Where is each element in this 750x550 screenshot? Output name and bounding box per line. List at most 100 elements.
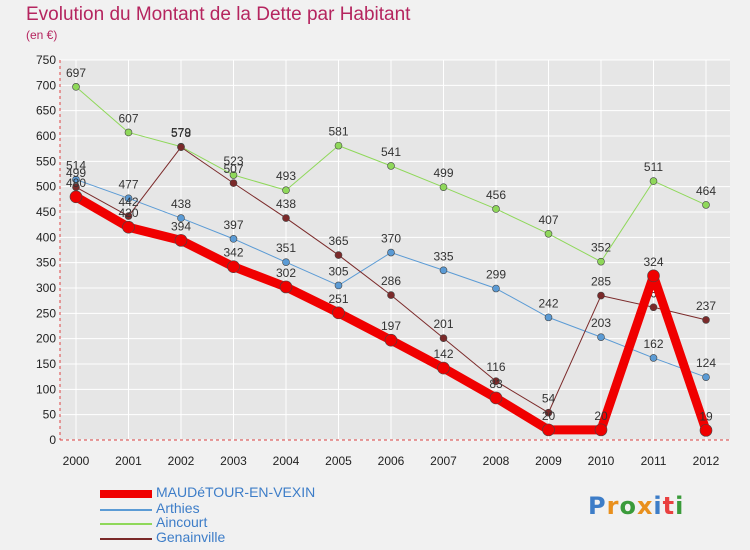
data-point-aincourt: [649, 177, 658, 185]
data-point-maud-tour-en-vexin: [647, 269, 660, 283]
data-label-arthies: 124: [696, 356, 716, 370]
data-label-aincourt: 523: [223, 154, 243, 168]
data-label-genainville: 442: [118, 195, 138, 209]
data-point-aincourt: [492, 205, 500, 213]
data-label-arthies: 370: [381, 232, 401, 246]
logo-letter: t: [662, 492, 676, 520]
data-point-genainville: [177, 143, 185, 151]
data-label-aincourt: 407: [538, 213, 558, 227]
data-label-genainville: 237: [696, 299, 716, 313]
data-label-genainville: 285: [591, 275, 611, 289]
data-point-aincourt: [387, 162, 395, 170]
data-point-genainville: [544, 408, 553, 417]
data-label-arthies: 242: [538, 296, 558, 310]
data-label-genainville: 201: [433, 317, 453, 331]
logo-letter: i: [653, 492, 663, 520]
data-label-maud-tour-en-vexin: 20: [594, 409, 608, 423]
data-point-arthies: [387, 248, 395, 257]
y-tick-label: 750: [36, 53, 56, 67]
legend-label: Arthies: [156, 500, 200, 516]
data-point-maud-tour-en-vexin: [279, 280, 293, 294]
data-point-genainville: [439, 334, 448, 342]
data-point-arthies: [72, 175, 80, 184]
data-label-aincourt: 511: [644, 160, 663, 174]
y-tick-label: 0: [49, 433, 56, 447]
x-tick-label: 2011: [641, 454, 667, 468]
x-tick-label: 2008: [483, 454, 510, 468]
y-tick-label: 200: [36, 332, 56, 346]
data-point-arthies: [649, 354, 658, 362]
legend-swatch: [100, 509, 152, 511]
data-point-aincourt: [702, 201, 710, 209]
data-label-arthies: 351: [276, 241, 296, 255]
data-label-maud-tour-en-vexin: 394: [171, 219, 191, 233]
data-point-aincourt: [334, 141, 343, 150]
data-point-arthies: [439, 266, 448, 275]
x-tick-label: 2005: [325, 454, 352, 468]
y-tick-label: 650: [36, 104, 56, 118]
data-point-genainville: [649, 303, 658, 312]
data-point-maud-tour-en-vexin: [122, 220, 135, 234]
data-label-maud-tour-en-vexin: 420: [118, 206, 138, 220]
data-label-genainville: 365: [328, 234, 348, 248]
data-point-aincourt: [72, 83, 80, 91]
data-label-arthies: 299: [486, 268, 506, 282]
data-label-arthies: 305: [328, 264, 348, 278]
data-label-aincourt: 352: [591, 241, 611, 255]
y-tick-label: 100: [36, 382, 56, 396]
data-label-arthies: 162: [643, 337, 663, 351]
data-label-genainville: 286: [381, 274, 401, 288]
chart-title: Evolution du Montant de la Dette par Hab…: [26, 4, 411, 25]
data-label-aincourt: 499: [433, 166, 453, 180]
data-label-maud-tour-en-vexin: 83: [489, 377, 503, 391]
logo-letter: o: [619, 492, 637, 520]
data-point-aincourt: [439, 183, 448, 191]
data-point-arthies: [334, 281, 343, 290]
data-label-aincourt: 581: [328, 125, 348, 139]
data-label-aincourt: 607: [118, 111, 138, 125]
y-tick-label: 250: [36, 306, 56, 320]
data-point-arthies: [702, 373, 710, 381]
legend-label: Genainville: [156, 529, 226, 545]
data-point-arthies: [597, 333, 605, 341]
data-label-genainville: 54: [542, 392, 556, 406]
x-tick-label: 2004: [273, 454, 300, 468]
x-tick-label: 2006: [378, 454, 405, 468]
data-point-aincourt: [597, 257, 605, 266]
data-point-maud-tour-en-vexin: [699, 424, 713, 437]
proxiti-logo: Proxiti: [588, 492, 684, 520]
logo-letter: P: [588, 492, 607, 520]
x-tick-label: 2003: [220, 454, 247, 468]
data-point-aincourt: [229, 171, 238, 179]
data-point-genainville: [282, 214, 290, 222]
data-label-maud-tour-en-vexin: 251: [328, 292, 348, 306]
legend-label: MAUDéTOUR-EN-VEXIN: [156, 484, 316, 500]
data-label-arthies: 203: [591, 316, 611, 330]
data-point-arthies: [282, 258, 290, 266]
data-label-arthies: 438: [171, 197, 191, 211]
legend-swatch: [100, 538, 152, 540]
logo-letter: i: [675, 492, 685, 520]
plot-area: [60, 60, 730, 440]
data-point-aincourt: [544, 229, 553, 238]
data-point-maud-tour-en-vexin: [384, 333, 398, 347]
data-point-genainville: [229, 179, 238, 187]
data-point-maud-tour-en-vexin: [437, 361, 450, 375]
data-label-maud-tour-en-vexin: 342: [223, 246, 243, 260]
data-point-aincourt: [282, 186, 290, 195]
data-point-arthies: [229, 235, 238, 243]
data-label-arthies: 477: [118, 177, 138, 191]
logo-letter: r: [606, 492, 620, 520]
data-point-genainville: [334, 251, 343, 259]
data-label-maud-tour-en-vexin: 324: [643, 255, 663, 269]
data-label-aincourt: 541: [381, 145, 401, 159]
data-label-aincourt: 464: [696, 184, 716, 198]
data-point-genainville: [492, 377, 500, 386]
data-point-maud-tour-en-vexin: [594, 423, 608, 437]
data-label-genainville: 507: [223, 162, 243, 176]
y-tick-label: 550: [36, 154, 56, 168]
data-label-genainville: 438: [276, 197, 296, 211]
data-label-aincourt: 456: [486, 188, 506, 202]
